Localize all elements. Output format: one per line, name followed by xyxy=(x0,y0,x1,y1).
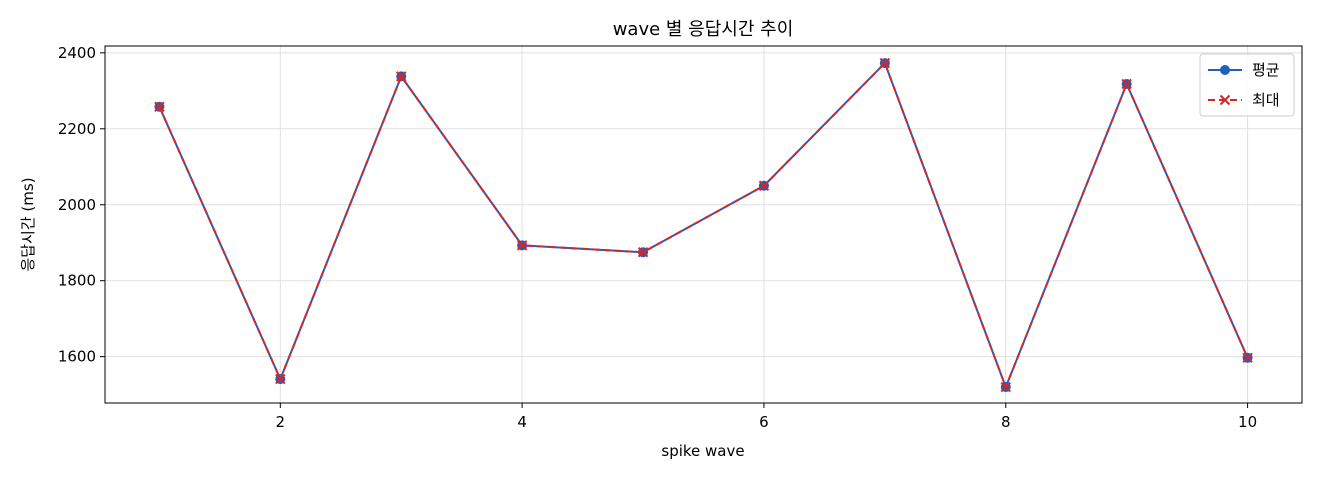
series-line-1 xyxy=(158,62,1249,389)
legend-label-2: 최대 xyxy=(1252,91,1280,109)
y-tick-label: 1600 xyxy=(58,348,96,366)
series-line-2 xyxy=(158,62,1249,389)
x-tick-label: 10 xyxy=(1238,413,1257,431)
x-marker-stroke xyxy=(637,247,649,258)
legend-label-1: 평균 xyxy=(1252,61,1280,79)
x-marker-stroke xyxy=(1121,78,1132,90)
y-axis-label: 응답시간 (ms) xyxy=(19,177,37,271)
y-tick-label: 2000 xyxy=(58,196,96,214)
x-marker-stroke xyxy=(1242,352,1253,364)
legend-box xyxy=(1199,53,1295,117)
data-point-marker xyxy=(396,71,407,82)
plot-area-frame xyxy=(104,45,1303,404)
data-point-marker xyxy=(275,373,286,385)
x-tick-label: 4 xyxy=(517,413,527,431)
data-point-marker xyxy=(154,101,165,112)
x-tick-label: 8 xyxy=(1001,413,1011,431)
data-point-marker xyxy=(1242,352,1253,364)
x-tick-label: 6 xyxy=(759,413,769,431)
data-point-marker xyxy=(637,247,649,258)
x-axis-label: spike wave xyxy=(661,442,744,460)
data-point-marker xyxy=(1121,78,1132,90)
y-tick-label: 2400 xyxy=(58,44,96,62)
ticks: 2 4 6 8 10 1600 1800 2000 2200 2400 xyxy=(58,44,1257,431)
x-marker-stroke xyxy=(1000,381,1011,393)
data-point-marker xyxy=(516,240,528,251)
chart-title: wave 별 응답시간 추이 xyxy=(613,19,794,40)
grid xyxy=(105,46,1302,403)
x-tick-label: 2 xyxy=(276,413,286,431)
legend-marker-circle xyxy=(1220,65,1230,75)
x-marker-stroke xyxy=(516,240,528,251)
x-marker-stroke xyxy=(154,101,165,112)
data-point-marker xyxy=(758,180,770,191)
data-point-marker xyxy=(1000,381,1011,393)
legend-marker-x xyxy=(1219,94,1231,106)
y-tick-label: 1800 xyxy=(58,272,96,290)
x-marker-stroke xyxy=(275,373,286,385)
y-tick-label: 2200 xyxy=(58,120,96,138)
data-point-marker xyxy=(879,57,891,69)
x-marker-stroke xyxy=(758,180,770,191)
x-marker-stroke xyxy=(879,57,891,69)
series-layer xyxy=(154,57,1253,393)
x-marker-stroke xyxy=(396,71,407,82)
